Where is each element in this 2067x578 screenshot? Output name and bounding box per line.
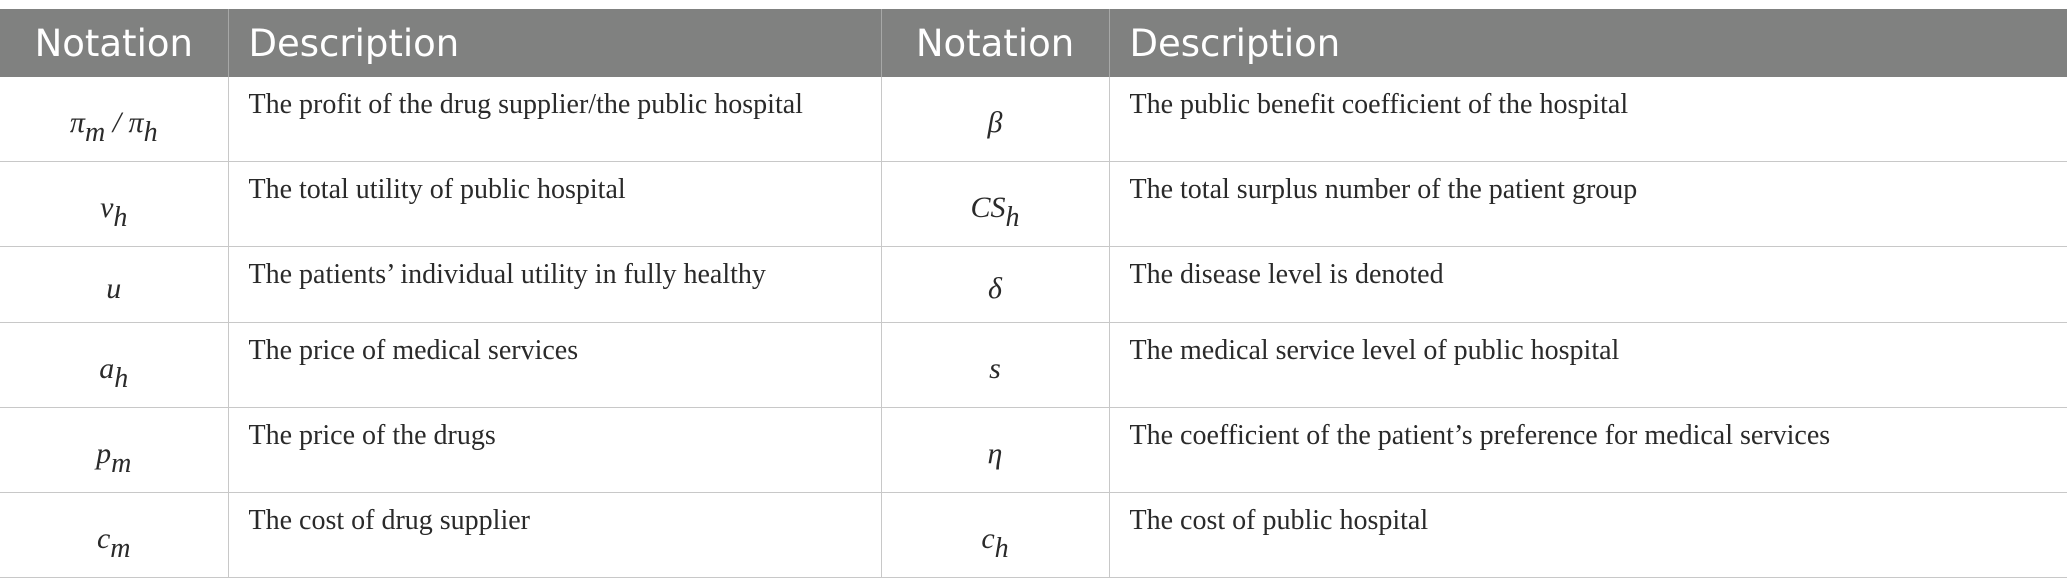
right-notation-cell: β (881, 77, 1110, 162)
left-notation-cell: cm (0, 492, 229, 578)
symbol-eta: η (987, 437, 1003, 470)
symbol-v-h: vh (100, 183, 127, 233)
symbol-s: s (989, 352, 1001, 385)
table-body: πm / πh The profit of the drug supplier/… (0, 77, 2067, 578)
symbol-base: v (100, 191, 114, 224)
table-row: cm The cost of drug supplier ch The cost… (0, 492, 2067, 578)
symbol-base: c (981, 522, 995, 555)
right-notation-cell: δ (881, 246, 1110, 323)
left-notation-cell: vh (0, 161, 229, 247)
symbol-subscript: h (113, 202, 128, 233)
right-description-cell: The total surplus number of the patient … (1109, 161, 2067, 247)
symbol-delta: δ (988, 271, 1002, 305)
left-notation-cell: u (0, 246, 229, 323)
symbol-c-m: cm (96, 514, 131, 564)
table-row: pm The price of the drugs η The coeffici… (0, 407, 2067, 493)
table-row: πm / πh The profit of the drug supplier/… (0, 77, 2067, 162)
table-row: u The patients’ individual utility in fu… (0, 246, 2067, 323)
table-row: vh The total utility of public hospital … (0, 161, 2067, 247)
symbol-base: π (128, 106, 144, 139)
left-notation-cell: pm (0, 407, 229, 493)
header-notation-left: Notation (0, 9, 229, 77)
table-row: ah The price of medical services s The m… (0, 322, 2067, 408)
notation-table-container: Notation Description Notation Descriptio… (0, 9, 2067, 578)
symbol-cs-h: CSh (970, 183, 1019, 233)
symbol-a-h: ah (99, 344, 128, 394)
table-header: Notation Description Notation Descriptio… (0, 9, 2067, 77)
symbol-base: p (96, 437, 112, 470)
left-description-cell: The price of the drugs (228, 407, 882, 493)
right-description-cell: The coefficient of the patient’s prefere… (1109, 407, 2067, 493)
symbol-subscript: m (110, 533, 131, 564)
symbol-separator: / (105, 106, 129, 139)
symbol-subscript: h (143, 117, 158, 148)
right-description-cell: The disease level is denoted (1109, 246, 2067, 323)
symbol-subscript: h (994, 533, 1009, 564)
right-description-cell: The medical service level of public hosp… (1109, 322, 2067, 408)
symbol-base: π (69, 106, 85, 139)
symbol-base: c (96, 522, 111, 555)
right-notation-cell: η (881, 407, 1110, 493)
right-notation-cell: s (881, 322, 1110, 408)
left-notation-cell: ah (0, 322, 229, 408)
symbol-c-h: ch (981, 514, 1008, 564)
right-description-cell: The public benefit coefficient of the ho… (1109, 77, 2067, 162)
right-notation-cell: ch (881, 492, 1110, 578)
left-description-cell: The profit of the drug supplier/the publ… (228, 77, 882, 162)
left-notation-cell: πm / πh (0, 77, 229, 162)
symbol-base: CS (970, 191, 1006, 224)
symbol-subscript: h (1005, 202, 1020, 233)
symbol-beta: β (987, 106, 1003, 139)
notation-table: Notation Description Notation Descriptio… (0, 9, 2067, 578)
header-description-right: Description (1109, 9, 2067, 77)
symbol-subscript: m (84, 117, 106, 148)
left-description-cell: The cost of drug supplier (228, 492, 882, 578)
right-notation-cell: CSh (881, 161, 1110, 247)
header-description-left: Description (228, 9, 882, 77)
symbol-u: u (106, 271, 122, 305)
symbol-subscript: h (114, 363, 129, 394)
symbol-pi-m-pi-h: πm / πh (69, 98, 158, 148)
right-description-cell: The cost of public hospital (1109, 492, 2067, 578)
header-row: Notation Description Notation Descriptio… (0, 9, 2067, 77)
header-notation-right: Notation (881, 9, 1110, 77)
symbol-p-m: pm (96, 429, 131, 479)
left-description-cell: The total utility of public hospital (228, 161, 882, 247)
left-description-cell: The price of medical services (228, 322, 882, 408)
left-description-cell: The patients’ individual utility in full… (228, 246, 882, 323)
symbol-subscript: m (111, 448, 132, 479)
symbol-base: a (99, 352, 115, 385)
